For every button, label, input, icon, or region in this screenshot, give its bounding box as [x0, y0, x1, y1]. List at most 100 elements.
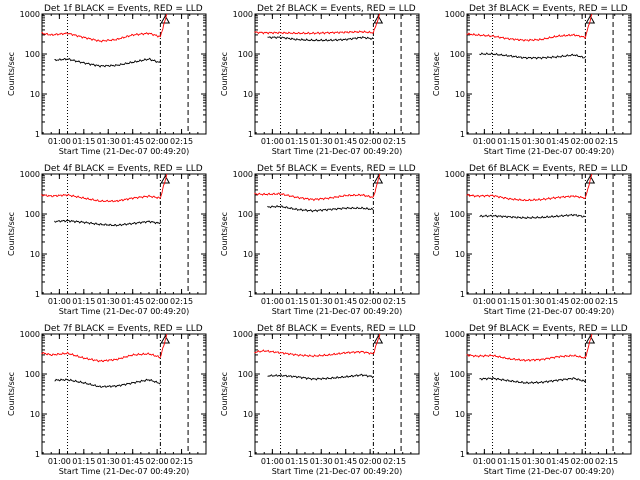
- y-tick-label: 100: [450, 50, 465, 59]
- lld-series-line: [41, 173, 168, 203]
- x-axis-label: Start Time (21-Dec-07 00:49:20): [484, 467, 615, 476]
- events-series-line: [267, 205, 374, 213]
- plot-frame: [254, 13, 420, 135]
- x-tick-label: 01:45: [334, 137, 357, 146]
- panel-title: Det 6f BLACK = Events, RED = LLD: [469, 164, 628, 174]
- x-tick-label: 01:45: [121, 137, 144, 146]
- y-tick-label: 10: [455, 410, 465, 419]
- x-axis-label: Start Time (21-Dec-07 00:49:20): [59, 147, 190, 156]
- y-tick-label: 1: [35, 290, 40, 299]
- x-tick-label: 01:00: [48, 297, 71, 306]
- x-tick-label: 02:15: [595, 137, 618, 146]
- x-tick-label: 01:30: [97, 297, 120, 306]
- x-tick-label: 01:00: [261, 137, 284, 146]
- plot-frame: [254, 173, 420, 295]
- y-tick-label: 100: [25, 50, 40, 59]
- y-tick-label: 100: [25, 210, 40, 219]
- y-tick-label: 1000: [445, 330, 465, 339]
- x-tick-label: 01:15: [497, 137, 520, 146]
- lld-series-line: [41, 333, 168, 363]
- x-tick-label: 01:15: [285, 297, 308, 306]
- x-tick-label: 02:00: [359, 137, 382, 146]
- attenuator-marker-icon: [160, 174, 171, 184]
- lld-series-line: [254, 173, 381, 202]
- x-tick-label: 02:15: [170, 137, 193, 146]
- y-tick-label: 10: [30, 90, 40, 99]
- lld-series-line: [254, 333, 381, 358]
- x-tick-label: 01:30: [522, 457, 545, 466]
- x-tick-label: 02:00: [146, 137, 169, 146]
- x-tick-label: 02:15: [170, 457, 193, 466]
- x-tick-label: 02:15: [595, 457, 618, 466]
- x-tick-label: 01:45: [121, 457, 144, 466]
- x-tick-label: 01:15: [285, 457, 308, 466]
- panel-title: Det 9f BLACK = Events, RED = LLD: [469, 324, 628, 334]
- x-tick-label: 01:00: [48, 137, 71, 146]
- y-tick-label: 10: [243, 410, 253, 419]
- y-tick-label: 1: [248, 290, 253, 299]
- y-tick-label: 100: [450, 210, 465, 219]
- y-axis-label: Counts/sec: [7, 372, 16, 416]
- x-tick-label: 01:15: [72, 457, 95, 466]
- plot-frame: [41, 13, 207, 135]
- panel-title: Det 7f BLACK = Events, RED = LLD: [44, 324, 203, 334]
- y-tick-label: 100: [25, 370, 40, 379]
- plot-frame: [466, 13, 632, 135]
- events-series-line: [267, 373, 374, 381]
- x-tick-label: 02:15: [383, 297, 406, 306]
- x-tick-label: 01:30: [97, 137, 120, 146]
- plot-frame: [466, 173, 632, 295]
- y-tick-label: 1: [460, 130, 465, 139]
- x-axis-label: Start Time (21-Dec-07 00:49:20): [484, 147, 615, 156]
- x-tick-label: 01:30: [310, 457, 333, 466]
- attenuator-marker-icon: [373, 174, 384, 184]
- y-tick-label: 100: [238, 370, 253, 379]
- y-tick-label: 1000: [445, 170, 465, 179]
- x-tick-label: 01:00: [473, 137, 496, 146]
- x-tick-label: 01:30: [310, 297, 333, 306]
- plot-frame: [41, 333, 207, 455]
- y-tick-label: 1000: [233, 170, 253, 179]
- x-tick-label: 02:00: [571, 137, 594, 146]
- x-tick-label: 01:15: [72, 137, 95, 146]
- y-axis-label: Counts/sec: [220, 372, 229, 416]
- events-series-line: [54, 57, 161, 68]
- y-tick-label: 1: [460, 450, 465, 459]
- events-series-line: [267, 36, 374, 42]
- y-tick-label: 100: [238, 210, 253, 219]
- events-series-line: [479, 377, 586, 385]
- y-tick-label: 1000: [445, 10, 465, 19]
- x-tick-label: 01:30: [522, 137, 545, 146]
- y-tick-label: 1: [248, 450, 253, 459]
- x-tick-label: 01:30: [97, 457, 120, 466]
- x-tick-label: 01:00: [473, 457, 496, 466]
- y-axis-label: Counts/sec: [432, 52, 441, 96]
- x-tick-label: 02:00: [146, 297, 169, 306]
- x-tick-label: 01:00: [261, 297, 284, 306]
- panel-title: Det 1f BLACK = Events, RED = LLD: [44, 4, 203, 14]
- y-tick-label: 10: [243, 250, 253, 259]
- y-axis-label: Counts/sec: [432, 372, 441, 416]
- attenuator-marker-icon: [373, 14, 384, 24]
- lld-series-line: [254, 13, 381, 35]
- attenuator-marker-icon: [373, 334, 384, 344]
- x-tick-label: 02:15: [383, 137, 406, 146]
- attenuator-marker-icon: [585, 174, 596, 184]
- plot-frame: [466, 333, 632, 455]
- events-series-line: [479, 213, 586, 219]
- lld-series-line: [466, 333, 593, 362]
- events-series-line: [479, 52, 586, 60]
- x-tick-label: 02:15: [383, 457, 406, 466]
- y-tick-label: 100: [450, 370, 465, 379]
- panel-title: Det 3f BLACK = Events, RED = LLD: [469, 4, 628, 14]
- x-tick-label: 02:00: [146, 457, 169, 466]
